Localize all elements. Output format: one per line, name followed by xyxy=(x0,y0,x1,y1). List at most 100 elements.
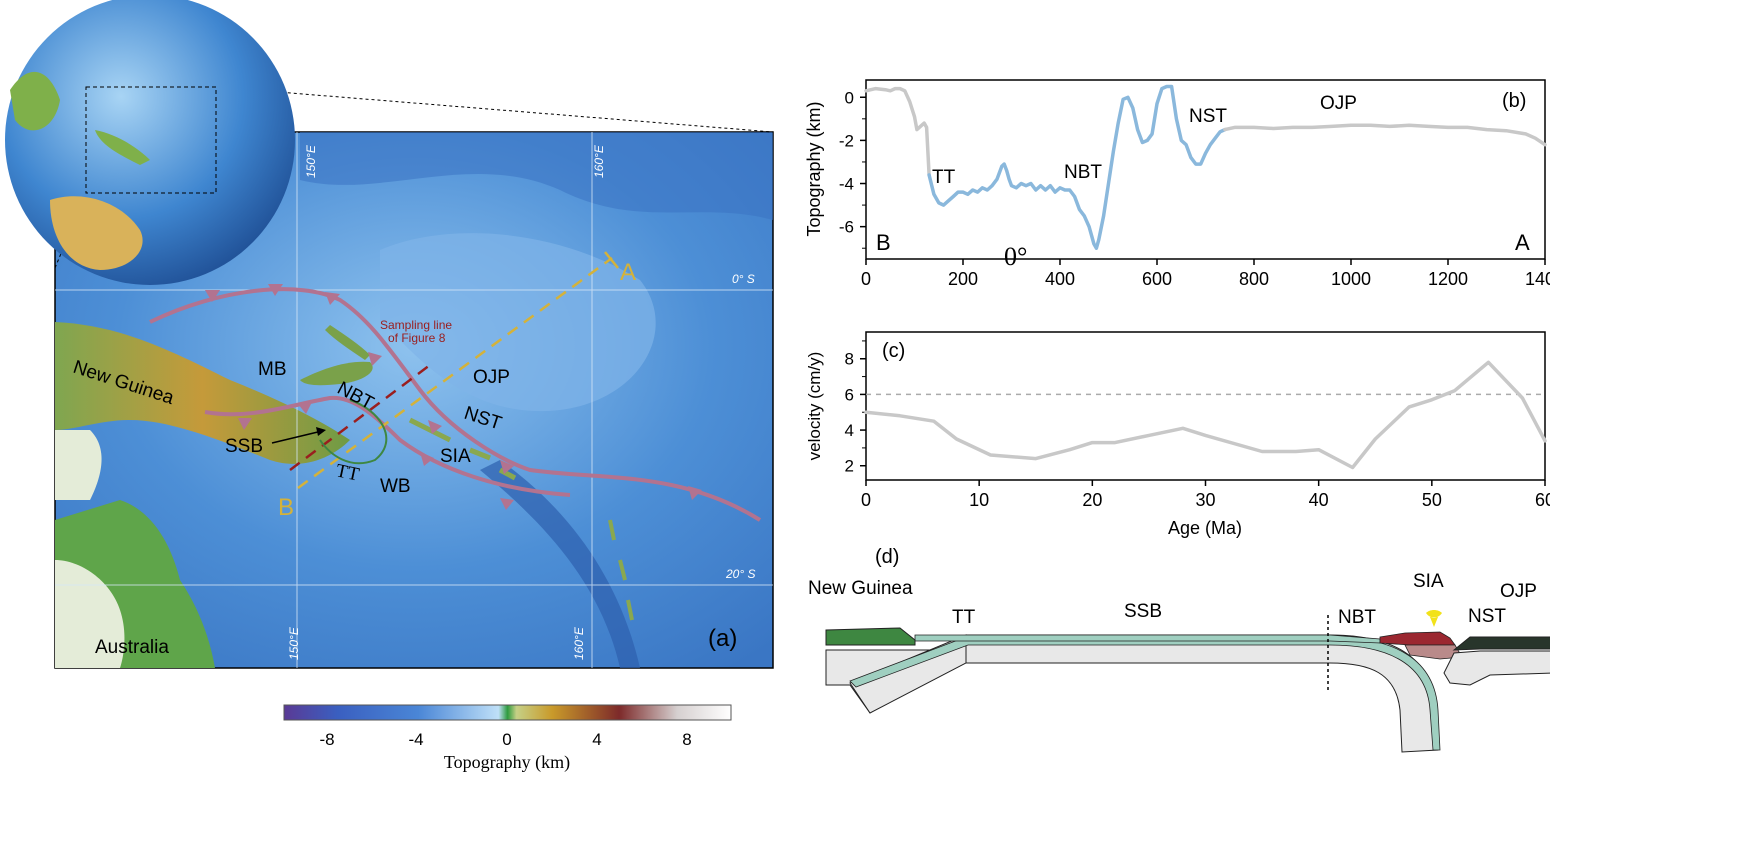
chart-c-xtick-label: 60 xyxy=(1535,490,1550,510)
panel-d-label: (d) xyxy=(875,546,899,568)
chart-c-xtick-label: 20 xyxy=(1082,490,1102,510)
chart-c-ytick-label: 4 xyxy=(845,421,854,440)
chart-b-xtick-label: 1400 xyxy=(1525,269,1550,289)
globe-asia xyxy=(10,71,60,131)
chart-b-xtick-label: 200 xyxy=(948,269,978,289)
ssb-outline xyxy=(319,399,388,465)
new-guinea-block xyxy=(825,627,916,646)
chart-b-annotation-nbt: NBT xyxy=(1064,162,1102,183)
chart-b-annotation-ojp: OJP xyxy=(1320,93,1357,114)
chart-b-xtick-label: 0 xyxy=(861,269,871,289)
point-a-label: A xyxy=(620,259,636,286)
chart-b-xtick-label: 600 xyxy=(1142,269,1172,289)
chart-b-ytick-label: -2 xyxy=(839,131,854,150)
chart-b-xtick-label: 400 xyxy=(1045,269,1075,289)
ojp-plateau-shading xyxy=(380,233,656,412)
sampling-line-label-2: of Figure 8 xyxy=(388,331,446,345)
chart-c-axes: 0 10 20 30 40 50 60 2 4 6 8 xyxy=(845,340,1550,510)
australia-north xyxy=(55,430,102,500)
section-label-nbt: NBT xyxy=(1338,607,1376,628)
graticule xyxy=(55,132,773,668)
colorbar-tick-0: -8 xyxy=(319,730,334,749)
label-tt: TT xyxy=(334,460,361,485)
chart-c-xtick-label: 0 xyxy=(861,490,871,510)
sampling-line xyxy=(289,364,431,471)
deep-basin xyxy=(300,132,773,220)
profile-a-tick xyxy=(604,251,619,269)
chart-b-stray-label: 0° xyxy=(1004,242,1027,271)
lon-150-top: 150°E xyxy=(304,144,318,178)
colorbar-label: Topography (km) xyxy=(444,752,570,773)
label-ssb: SSB xyxy=(225,436,263,457)
section-label-new-guinea: New Guinea xyxy=(808,578,913,599)
chart-b-annotation-nst: NST xyxy=(1189,106,1227,127)
chart-c-ytick-label: 8 xyxy=(845,350,854,369)
lon-160-top: 160°E xyxy=(592,144,606,178)
section-label-sia: SIA xyxy=(1413,571,1444,592)
chart-b-series-2 xyxy=(1223,123,1547,147)
graticule-labels: 150°E 160°E 150°E 160°E 0° S 20° S xyxy=(287,144,755,660)
chart-c-xtick-label: 10 xyxy=(969,490,989,510)
trench-deep xyxy=(480,460,640,668)
section-label-ssb: SSB xyxy=(1124,601,1162,622)
chart-b-xtick-label: 1000 xyxy=(1331,269,1371,289)
chart-b-ytick-label: -4 xyxy=(839,175,854,194)
chart-b-ytick-label: -6 xyxy=(839,218,854,237)
trench-lines xyxy=(149,287,762,522)
chart-b-ylabel: Topography (km) xyxy=(804,101,824,236)
solomon-islands xyxy=(408,417,517,481)
chart-b-axes: 0 200 400 600 800 1000 1200 1400 0 -2 -4 -6 xyxy=(839,88,1550,289)
australia-interior xyxy=(55,560,125,668)
chart-c-panel-label: (c) xyxy=(882,340,905,362)
cross-section-panel: (d) New Guinea TT SSB NBT SIA NST OJP xyxy=(808,546,1550,753)
mb-trench xyxy=(149,287,762,522)
panel-a-label: (a) xyxy=(708,625,737,652)
new-ireland-land xyxy=(325,325,370,360)
label-australia: Australia xyxy=(95,637,169,658)
map-panel: MB New Guinea NBT OJP NST SSB SIA TT WB … xyxy=(5,0,774,773)
profile-ab-line xyxy=(297,256,613,490)
label-ojp: OJP xyxy=(473,367,510,388)
new-guinea-land xyxy=(55,322,350,464)
colorbar-ticks: -8 -4 0 4 8 xyxy=(319,730,691,749)
label-mb: MB xyxy=(258,359,287,380)
velocity-chart: 0 10 20 30 40 50 60 2 4 6 8 velocity (cm/y) Age (M… xyxy=(805,331,1550,538)
vanuatu-islands xyxy=(608,519,634,621)
chart-b-corner-right: A xyxy=(1515,230,1530,255)
chart-c-series xyxy=(864,360,1547,470)
globe-australia xyxy=(50,196,143,270)
chart-b-xtick-label: 1200 xyxy=(1428,269,1468,289)
globe-zoom-box xyxy=(85,86,217,194)
topography-profile-chart: 0 200 400 600 800 1000 1200 1400 0 -2 -4 -6 Topogra… xyxy=(804,79,1550,289)
nbt-trench xyxy=(204,395,571,497)
lon-150-bottom: 150°E xyxy=(287,626,301,660)
chart-b-corner-left: B xyxy=(876,230,891,255)
chart-b-series-0 xyxy=(864,86,931,177)
chart-b-ytick-label: 0 xyxy=(845,88,854,107)
section-label-nst: NST xyxy=(1468,606,1506,627)
volcano-icon xyxy=(1426,610,1442,627)
colorbar-tick-2: 0 xyxy=(502,730,511,749)
chart-c-ytick-label: 2 xyxy=(845,457,854,476)
chart-c-series-0 xyxy=(864,360,1547,470)
chart-b-panel-label: (b) xyxy=(1502,90,1526,112)
chart-c-frame xyxy=(865,331,1546,481)
ojp-block xyxy=(1452,636,1550,651)
lat-0: 0° S xyxy=(732,272,755,286)
colorbar xyxy=(283,704,732,721)
globe xyxy=(5,0,295,285)
ssb-arrowhead xyxy=(316,427,326,436)
ojp-lithosphere xyxy=(1443,650,1550,686)
chart-c-xtick-label: 50 xyxy=(1422,490,1442,510)
globe-png xyxy=(95,130,150,165)
chart-c-xlabel: Age (Ma) xyxy=(1168,518,1242,538)
zoom-line-right xyxy=(215,86,774,133)
point-b-label: B xyxy=(278,494,294,521)
colorbar-tick-1: -4 xyxy=(408,730,423,749)
sampling-line-label-1: Sampling line xyxy=(380,318,452,332)
ssb-arrow xyxy=(271,430,323,444)
section-label-tt: TT xyxy=(952,607,976,628)
chart-c-xtick-label: 30 xyxy=(1195,490,1215,510)
chart-b-series-1 xyxy=(927,84,1227,250)
subducting-slab xyxy=(965,634,1439,753)
